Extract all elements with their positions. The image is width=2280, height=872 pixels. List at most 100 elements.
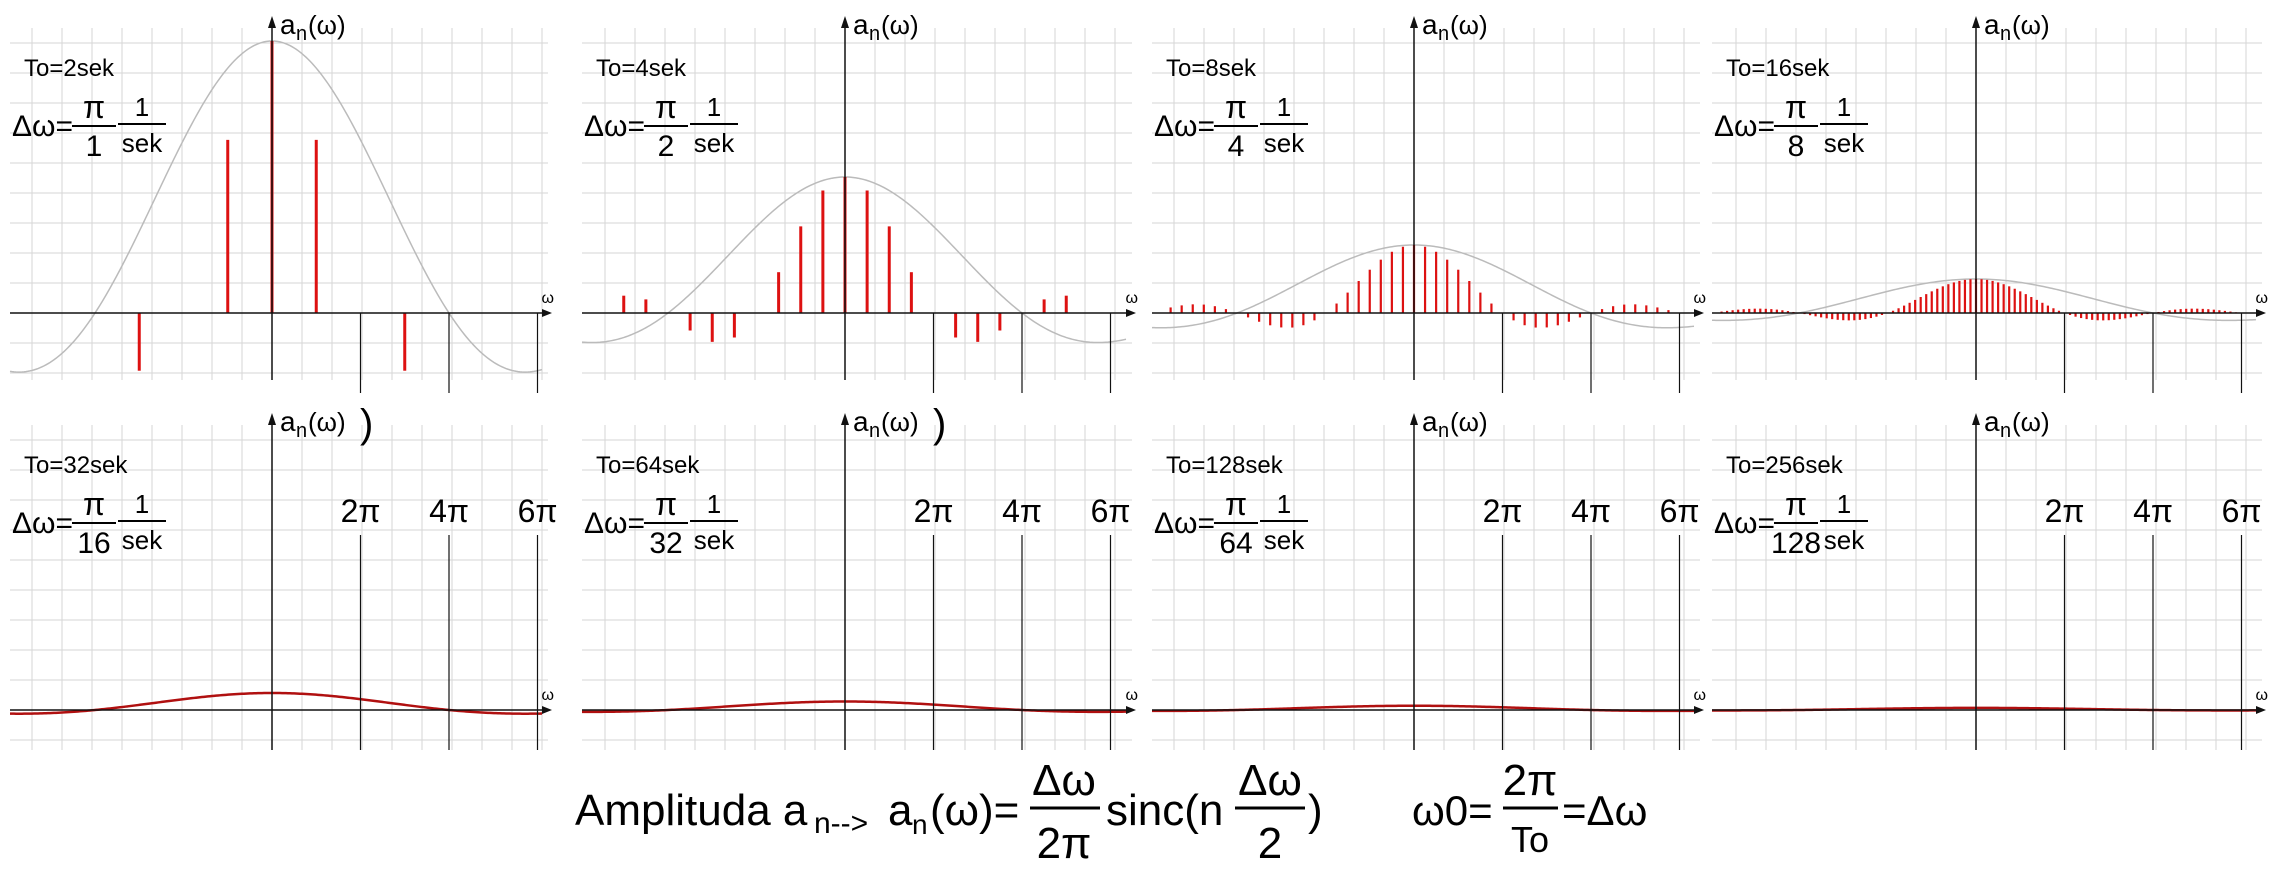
tick-label: 4π	[429, 493, 469, 529]
panel-title: To=32sek	[24, 452, 128, 479]
delta-omega-label: Δω=	[584, 110, 645, 143]
y-axis-label: a	[1422, 9, 1438, 40]
unit-num: 1	[707, 489, 721, 519]
y-axis-label-tail: (ω)	[2012, 10, 2050, 40]
formula-frac3-num: 2π	[1503, 756, 1558, 805]
panel-title: To=64sek	[596, 452, 700, 479]
y-axis-label: a	[280, 9, 296, 40]
unit-num: 1	[1837, 489, 1851, 519]
y-axis-label: a	[853, 406, 869, 437]
x-axis-label: ω	[542, 687, 555, 704]
y-axis-arrow	[841, 413, 849, 425]
x-axis-label: ω	[1126, 687, 1139, 704]
formula-sinc: sinc(n	[1106, 786, 1223, 835]
delta-omega-num: π	[1785, 486, 1807, 522]
sinc-envelope-curve	[1151, 244, 1695, 329]
delta-omega-den: 8	[1788, 130, 1805, 163]
delta-omega-num: π	[83, 89, 105, 125]
y-axis-label-sub: n	[296, 23, 307, 45]
tick-label: 6π	[1660, 493, 1700, 529]
formula-omega: (ω)=	[930, 786, 1019, 835]
panel-title: To=16sek	[1726, 55, 1830, 82]
formula-eq: =Δω	[1562, 787, 1647, 834]
y-axis-label-tail: (ω)	[881, 407, 919, 437]
x-axis-arrow	[1126, 309, 1136, 317]
y-axis-arrow	[268, 16, 276, 28]
unit-num: 1	[135, 92, 149, 122]
panel-title: To=256sek	[1726, 452, 1844, 479]
panel-title: To=8sek	[1166, 55, 1257, 82]
formula-frac1-num: Δω	[1032, 756, 1096, 805]
panel-6: 2π 4π 6π ω a n (ω)) To=64sek Δω= π 32 1 sek	[581, 402, 1139, 750]
y-axis-label: a	[1984, 406, 2000, 437]
unit-den: sek	[1264, 128, 1305, 158]
formula-label: Amplituda a	[575, 786, 808, 835]
unit-num: 1	[1837, 92, 1851, 122]
formula-frac2-den: 2	[1258, 819, 1282, 868]
y-axis-label: a	[1984, 9, 2000, 40]
tick-label: 2π	[341, 493, 381, 529]
x-axis-arrow	[1126, 706, 1136, 714]
y-axis-label-sub: n	[2000, 420, 2011, 442]
tick-label: 2π	[1483, 493, 1523, 529]
tick-label: 6π	[1091, 493, 1131, 529]
formula-close: )	[1308, 786, 1323, 835]
unit-num: 1	[1277, 92, 1291, 122]
panel-7: 2π 4π 6π ω a n (ω) To=128sek Δω= π 64 1 sek	[1151, 406, 1706, 750]
tick-label: 6π	[2222, 493, 2262, 529]
delta-omega-label: Δω=	[12, 110, 73, 143]
formula-a2: a	[888, 786, 913, 835]
unit-num: 1	[1277, 489, 1291, 519]
y-axis-label-paren: )	[360, 402, 373, 446]
unit-num: 1	[135, 489, 149, 519]
sinc-envelope-curve	[1711, 278, 2257, 322]
y-axis-arrow	[1972, 413, 1980, 425]
formula-w0: ω0=	[1412, 787, 1493, 834]
delta-omega-den: 32	[649, 527, 682, 560]
panel-2: ω a n (ω) To=4sek Δω= π 2 1 sek	[581, 9, 1139, 393]
unit-den: sek	[694, 525, 735, 555]
y-axis-label: a	[1422, 406, 1438, 437]
y-axis-arrow	[1410, 413, 1418, 425]
delta-omega-label: Δω=	[584, 507, 645, 540]
tick-label: 4π	[1571, 493, 1611, 529]
unit-den: sek	[1824, 525, 1865, 555]
formula-frac3-den: To	[1511, 819, 1549, 860]
formula-sub1: n-->	[814, 807, 868, 840]
y-axis-arrow	[841, 16, 849, 28]
tick-label: 2π	[914, 493, 954, 529]
delta-omega-label: Δω=	[12, 507, 73, 540]
y-axis-label-tail: (ω)	[2012, 407, 2050, 437]
x-axis-arrow	[1694, 706, 1704, 714]
delta-omega-num: π	[83, 486, 105, 522]
x-axis-label: ω	[1694, 290, 1707, 307]
panel-title: To=4sek	[596, 55, 687, 82]
y-axis-label-sub: n	[2000, 23, 2011, 45]
unit-den: sek	[122, 525, 163, 555]
delta-omega-den: 16	[77, 527, 110, 560]
formula-frac2-num: Δω	[1238, 756, 1302, 805]
x-axis-arrow	[542, 706, 552, 714]
panel-title: To=128sek	[1166, 452, 1284, 479]
y-axis-label: a	[853, 9, 869, 40]
unit-den: sek	[122, 128, 163, 158]
y-axis-label: a	[280, 406, 296, 437]
y-axis-label-tail: (ω)	[308, 10, 346, 40]
panel-8: 2π 4π 6π ω a n (ω) To=256sek Δω= π 128 1 sek	[1711, 406, 2268, 750]
delta-omega-den: 2	[658, 130, 675, 163]
formula-frac1-den: 2π	[1037, 819, 1092, 868]
x-axis-arrow	[1694, 309, 1704, 317]
y-axis-label-tail: (ω)	[1450, 407, 1488, 437]
y-axis-arrow	[1972, 16, 1980, 28]
y-axis-label-paren: )	[933, 402, 946, 446]
x-axis-label: ω	[1126, 290, 1139, 307]
x-axis-label: ω	[542, 290, 555, 307]
y-axis-arrow	[1410, 16, 1418, 28]
y-axis-label-sub: n	[869, 420, 880, 442]
y-axis-label-tail: (ω)	[1450, 10, 1488, 40]
delta-omega-label: Δω=	[1714, 507, 1775, 540]
y-axis-label-sub: n	[296, 420, 307, 442]
y-axis-label-sub: n	[1438, 420, 1449, 442]
